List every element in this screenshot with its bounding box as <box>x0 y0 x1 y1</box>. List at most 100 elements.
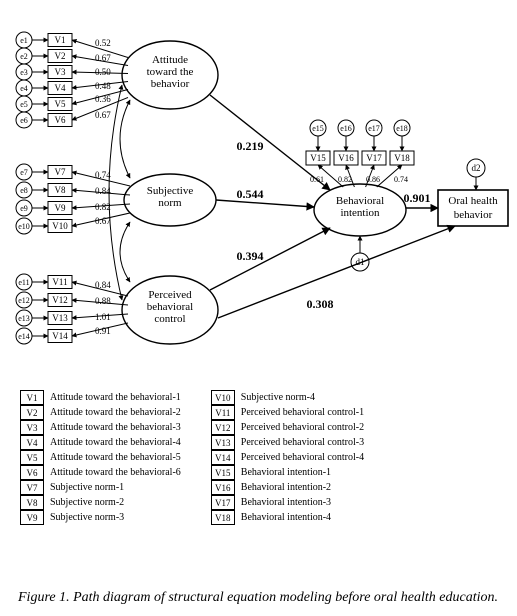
outcome-label: Oral health <box>448 195 498 207</box>
observed-label: V14 <box>52 331 68 341</box>
observed-label: V5 <box>55 99 66 109</box>
legend-row: V11 Perceived behavioral control-1 <box>211 405 364 420</box>
legend-key: V10 <box>211 390 235 405</box>
observed-label: V3 <box>55 67 66 77</box>
covariance-curve <box>120 100 130 178</box>
loading-value: 0.82 <box>95 202 111 212</box>
legend-key: V11 <box>211 405 235 420</box>
legend-key: V3 <box>20 420 44 435</box>
loading-value: 0.52 <box>95 38 111 48</box>
observed-label: V13 <box>52 313 68 323</box>
figure-caption: Figure 1. Path diagram of structural equ… <box>18 589 499 607</box>
legend-value: Behavioral intention-3 <box>241 497 331 508</box>
loading-value: 0.67 <box>95 53 111 63</box>
loading-value: 0.84 <box>95 186 111 196</box>
legend-value: Attitude toward the behavioral-6 <box>50 467 181 478</box>
path-coefficient: 0.544 <box>237 187 264 201</box>
legend-value: Subjective norm-3 <box>50 512 124 523</box>
legend-row: V1 Attitude toward the behavioral-1 <box>20 390 181 405</box>
observed-label: V11 <box>52 277 67 287</box>
legend-value: Attitude toward the behavioral-3 <box>50 422 181 433</box>
observed-label: V18 <box>394 153 410 163</box>
legend-row: V16Behavioral intention-2 <box>211 480 364 495</box>
error-label: e17 <box>368 124 380 133</box>
latent-label: toward the <box>147 66 194 78</box>
observed-label: V7 <box>55 167 66 177</box>
latent-label: norm <box>158 197 182 209</box>
legend-row: V9 Subjective norm-3 <box>20 510 181 525</box>
error-label: e3 <box>20 68 28 77</box>
error-label: e10 <box>18 222 30 231</box>
observed-label: V17 <box>366 153 382 163</box>
latent-label: intention <box>340 207 380 219</box>
loading-value: 0.88 <box>95 296 111 306</box>
legend-key: V17 <box>211 495 235 510</box>
legend-row: V4 Attitude toward the behavioral-4 <box>20 435 181 450</box>
error-label: e12 <box>18 296 30 305</box>
legend-row: V10 Subjective norm-4 <box>211 390 364 405</box>
error-label: e16 <box>340 124 352 133</box>
loading-value: 0.36 <box>95 94 111 104</box>
legend-key: V7 <box>20 480 44 495</box>
legend-value: Subjective norm-1 <box>50 482 124 493</box>
path-attitude-bi <box>210 95 330 190</box>
legend-row: V14Perceived behavioral control-4 <box>211 450 364 465</box>
latent-label: Attitude <box>152 54 188 66</box>
legend-row: V18Behavioral intention-4 <box>211 510 364 525</box>
error-label: e2 <box>20 52 28 61</box>
error-label: e8 <box>20 186 28 195</box>
legend-key: V5 <box>20 450 44 465</box>
legend-value: Attitude toward the behavioral-4 <box>50 437 181 448</box>
legend-row: V12Perceived behavioral control-2 <box>211 420 364 435</box>
legend-row: V8Subjective norm-2 <box>20 495 181 510</box>
legend-value: Behavioral intention-4 <box>241 512 331 523</box>
legend-value: Perceived behavioral control-1 <box>241 407 364 418</box>
legend-value: Behavioral intention-2 <box>241 482 331 493</box>
error-label: e11 <box>18 278 29 287</box>
figure-container: Attitudetoward thebehavior Subjectivenorm… <box>0 0 517 616</box>
error-label: e1 <box>20 36 28 45</box>
error-label: e9 <box>20 204 28 213</box>
legend-row: V7 Subjective norm-1 <box>20 480 181 495</box>
observed-label: V2 <box>55 51 66 61</box>
latent-label: Behavioral <box>336 195 384 207</box>
latent-label: behavior <box>151 78 190 90</box>
observed-label: V15 <box>310 153 326 163</box>
legend-key: V2 <box>20 405 44 420</box>
error-label: e5 <box>20 100 28 109</box>
sem-diagram: Attitudetoward thebehavior Subjectivenorm… <box>0 0 517 380</box>
legend-value: Perceived behavioral control-3 <box>241 437 364 448</box>
legend-value: Subjective norm-2 <box>50 497 124 508</box>
observed-label: V1 <box>55 35 66 45</box>
error-label: e13 <box>18 314 30 323</box>
loading-value: 0.84 <box>95 280 111 290</box>
loading-value: 1.01 <box>95 312 111 322</box>
error-label: e15 <box>312 124 324 133</box>
legend-key: V15 <box>211 465 235 480</box>
path-pbc-ohb <box>218 226 455 318</box>
legend-value: Behavioral intention-1 <box>241 467 331 478</box>
loading-value: 0.74 <box>394 175 408 184</box>
legend-key: V6 <box>20 465 44 480</box>
loading-value: 0.50 <box>95 67 111 77</box>
legend-row: V13Perceived behavioral control-3 <box>211 435 364 450</box>
loading-value: 0.82 <box>338 175 352 184</box>
legend-key: V9 <box>20 510 44 525</box>
legend-row: V2Attitude toward the behavioral-2 <box>20 405 181 420</box>
legend-column-2: V10 Subjective norm-4 V11 Perceived behavio… <box>211 390 364 525</box>
latent-label: Subjective <box>147 185 194 197</box>
legend-key: V4 <box>20 435 44 450</box>
legend: V1Attitude toward the behavioral-1V2Atti… <box>20 390 364 525</box>
observed-label: V6 <box>55 115 66 125</box>
legend-row: V3 Attitude toward the behavioral-3 <box>20 420 181 435</box>
legend-value: Attitude toward the behavioral-1 <box>50 392 181 403</box>
latent-label: Perceived <box>148 289 192 301</box>
latent-label: control <box>154 313 185 325</box>
legend-value: Subjective norm-4 <box>241 392 315 403</box>
error-label: e6 <box>20 116 28 125</box>
observed-label: V16 <box>338 153 354 163</box>
latent-label: behavioral <box>147 301 193 313</box>
legend-value: Perceived behavioral control-4 <box>241 452 364 463</box>
legend-key: V1 <box>20 390 44 405</box>
loading-value: 0.74 <box>95 170 111 180</box>
